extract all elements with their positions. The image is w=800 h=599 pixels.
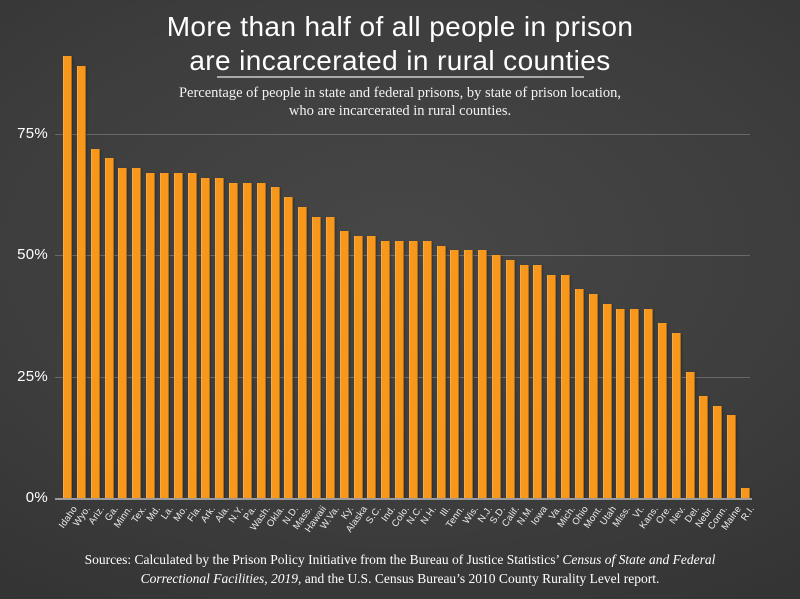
bar-n-h bbox=[422, 240, 432, 498]
bar-maine bbox=[727, 415, 737, 498]
chart-subtitle-line1: Percentage of people in state and federa… bbox=[178, 85, 622, 101]
y-axis-tick-25pct: 25% bbox=[17, 367, 48, 385]
bar-r-i bbox=[740, 488, 750, 498]
chart-subtitle: Percentage of people in state and federa… bbox=[0, 84, 800, 120]
source-citation-italic: Correctional Facilities, 2019 bbox=[140, 570, 298, 586]
source-note-line2: Correctional Facilities, 2019, and the U… bbox=[0, 570, 800, 589]
bar-kans bbox=[644, 308, 654, 498]
bar-utah bbox=[602, 303, 612, 498]
bar-fla bbox=[187, 172, 197, 498]
chart-title: More than half of all people in prison a… bbox=[0, 10, 800, 78]
bar-ky bbox=[339, 231, 349, 498]
bar-va bbox=[547, 274, 557, 498]
bar-conn bbox=[713, 405, 723, 498]
y-axis-tick-50pct: 50% bbox=[17, 246, 48, 264]
bar-pa bbox=[242, 182, 252, 498]
bar-nebr bbox=[699, 396, 709, 498]
source-text: , and the U.S. Census Bureau’s 2010 Coun… bbox=[297, 570, 660, 586]
y-axis-tick-75pct: 75% bbox=[17, 125, 48, 143]
chart-title-line2: are incarcerated in rural counties bbox=[189, 45, 611, 76]
bar-la bbox=[159, 172, 169, 498]
bar-ore bbox=[657, 323, 667, 498]
bar-n-d bbox=[284, 197, 294, 498]
bar-nev bbox=[671, 332, 681, 498]
gridline-75pct bbox=[55, 134, 750, 136]
bar-mich bbox=[561, 274, 571, 498]
bar-iowa bbox=[533, 265, 543, 498]
bar-mont bbox=[588, 294, 598, 498]
chart-title-line1: More than half of all people in prison bbox=[166, 11, 634, 42]
bar-ga bbox=[104, 158, 114, 498]
x-axis-line bbox=[55, 497, 752, 500]
title-divider-rule bbox=[217, 76, 584, 78]
bar-s-c bbox=[367, 235, 377, 498]
source-citation-italic: Census of State and Federal bbox=[562, 552, 716, 567]
bar-tex bbox=[132, 167, 142, 498]
bar-wash bbox=[256, 182, 266, 498]
bar-colo bbox=[395, 240, 405, 498]
bar-n-c bbox=[408, 240, 418, 498]
bar-s-d bbox=[491, 255, 501, 498]
bar-w-va bbox=[325, 216, 335, 498]
bar-hawaii bbox=[312, 216, 321, 498]
bar-wyo bbox=[76, 66, 86, 498]
source-note: Sources: Calculated by the Prison Policy… bbox=[0, 551, 800, 588]
bar-vt bbox=[630, 308, 640, 498]
chart-subtitle-line2: who are incarcerated in rural counties. bbox=[288, 103, 512, 119]
bar-idaho bbox=[63, 56, 72, 498]
bar-n-y bbox=[229, 182, 238, 498]
bar-ill bbox=[436, 245, 446, 498]
bar-ohio bbox=[574, 289, 584, 498]
bar-n-j bbox=[478, 250, 488, 498]
bar-mo bbox=[173, 172, 183, 498]
bar-ariz bbox=[90, 148, 100, 498]
bar-ind bbox=[381, 240, 391, 498]
bar-alaska bbox=[353, 235, 363, 498]
bar-okla bbox=[270, 187, 280, 498]
bar-mass bbox=[298, 206, 308, 498]
bar-ark bbox=[201, 177, 211, 498]
source-text: Sources: Calculated by the Prison Policy… bbox=[84, 552, 563, 567]
bar-calif bbox=[505, 260, 515, 498]
y-axis-tick-0pct: 0% bbox=[25, 489, 48, 506]
bar-wis bbox=[464, 250, 474, 498]
bar-miss bbox=[616, 308, 626, 498]
bar-md bbox=[146, 172, 155, 498]
bar-minn bbox=[118, 167, 128, 498]
bar-ala bbox=[215, 177, 225, 498]
bar-n-m bbox=[519, 265, 529, 498]
bar-tenn bbox=[450, 250, 460, 498]
source-note-line1: Sources: Calculated by the Prison Policy… bbox=[0, 551, 800, 570]
bar-del bbox=[685, 371, 695, 498]
